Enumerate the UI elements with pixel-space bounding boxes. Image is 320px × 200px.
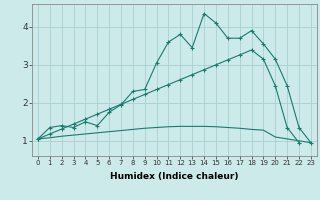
X-axis label: Humidex (Indice chaleur): Humidex (Indice chaleur) xyxy=(110,172,239,181)
